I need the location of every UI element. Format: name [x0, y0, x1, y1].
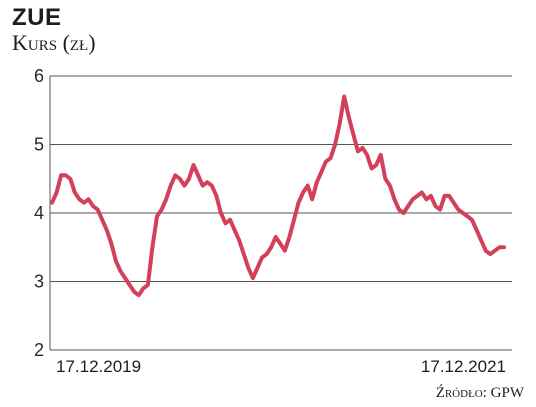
grid-lines — [49, 75, 512, 351]
series-layer — [50, 94, 506, 298]
source-note: Źródło: GPW — [435, 385, 524, 401]
x-label-end: 17.12.2021 — [421, 357, 506, 376]
y-tick-label: 5 — [34, 135, 44, 155]
chart-subtitle: Kurs (zł) — [12, 30, 96, 55]
x-label-start: 17.12.2019 — [56, 357, 141, 376]
y-tick-label: 4 — [34, 203, 44, 223]
y-tick-label: 2 — [34, 340, 44, 360]
series-line-0 — [50, 94, 506, 298]
y-tick-label: 6 — [34, 66, 44, 86]
chart-title: ZUE — [12, 4, 62, 31]
y-axis: 2 3 4 5 6 — [34, 66, 44, 360]
x-axis-labels: 17.12.2019 17.12.2021 — [56, 357, 506, 376]
y-tick-label: 3 — [34, 272, 44, 292]
